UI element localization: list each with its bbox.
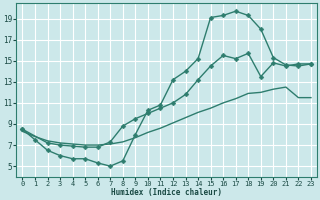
- X-axis label: Humidex (Indice chaleur): Humidex (Indice chaleur): [111, 188, 222, 197]
